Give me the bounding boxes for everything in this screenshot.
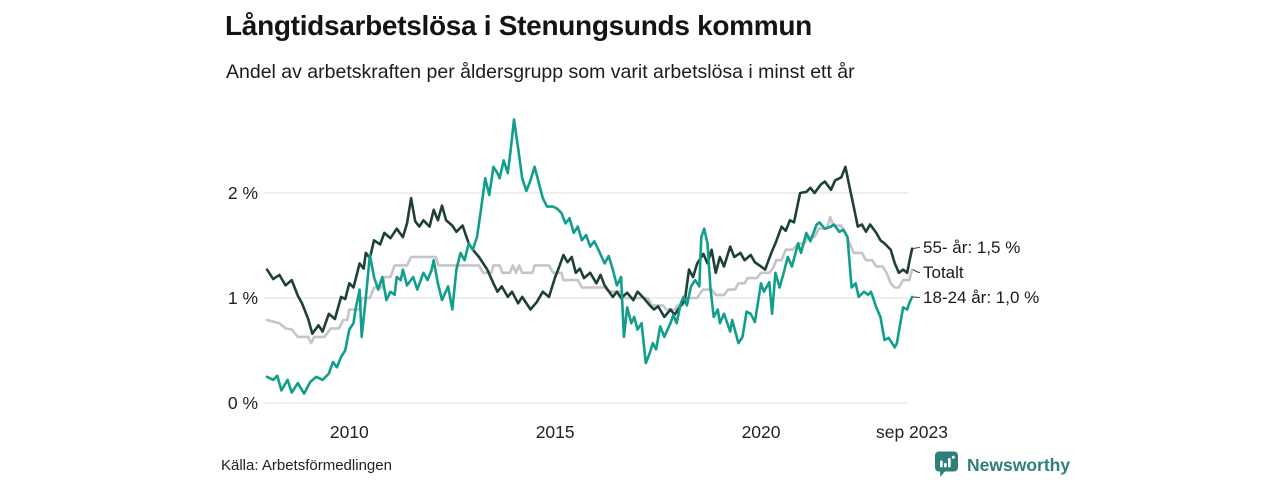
legend-connector [912,296,921,299]
newsworthy-icon [935,451,958,477]
x-tick-label: 2020 [741,422,781,442]
legend-connector [912,269,921,274]
legend-label-18-24-ar: 18-24 år: 1,0 % [923,288,1040,307]
legend-connector [912,246,921,250]
legend-label-55-ar: 55- år: 1,5 % [923,238,1021,257]
y-tick-label: 1 % [227,287,258,308]
newsworthy-wordmark: Newsworthy [967,454,1071,475]
series-line-totalt [265,215,914,345]
y-tick-label: 2 % [227,182,258,203]
legend-label-totalt: Totalt [923,263,964,282]
x-tick-label: 2010 [329,422,369,442]
x-tick-label: sep 2023 [875,422,948,442]
source-note: Källa: Arbetsförmedlingen [221,457,392,474]
page-title: Långtidsarbetslösa i Stenungsunds kommun [225,10,812,41]
page-subtitle: Andel av arbetskraften per åldersgrupp s… [226,61,855,83]
y-tick-label: 0 % [227,392,258,413]
series-line-55-ar [265,165,914,336]
series-line-18-24-ar [265,118,914,395]
x-tick-label: 2015 [535,422,575,442]
newsworthy-logo[interactable]: Newsworthy [934,451,1070,478]
